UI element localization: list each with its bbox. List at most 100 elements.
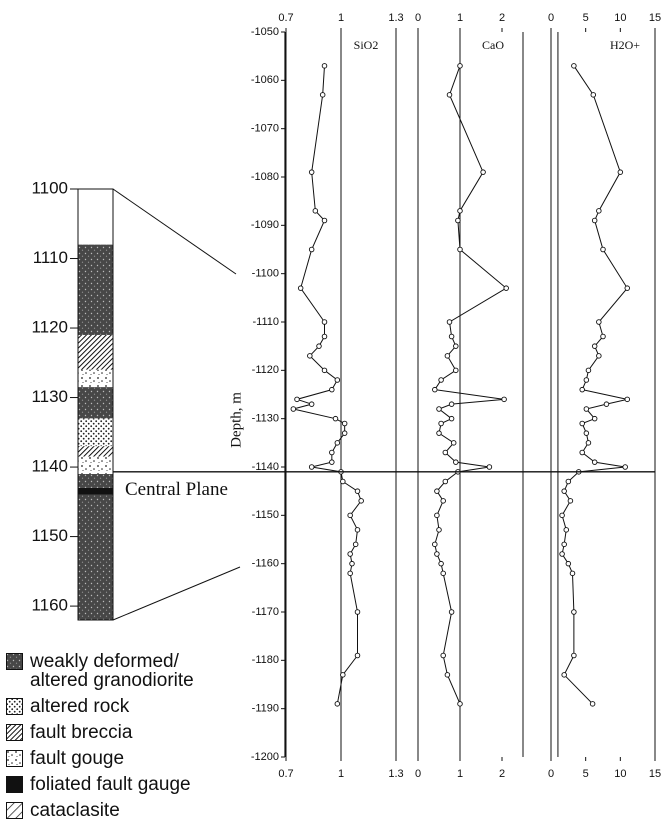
x-tick-label-top: 0.7 — [278, 12, 293, 24]
legend-item: altered rock — [6, 697, 230, 716]
data-point — [591, 343, 598, 349]
column-tick-label: 1120 — [31, 318, 68, 337]
data-point — [561, 672, 567, 678]
y-tick-label: -1060 — [251, 74, 279, 86]
data-point — [308, 401, 315, 407]
x-tick-label-top: 0 — [548, 12, 554, 24]
data-point — [591, 415, 598, 422]
legend-label: foliated fault gauge — [30, 774, 191, 795]
data-point — [341, 420, 348, 427]
legend-label: cataclasite — [30, 800, 120, 821]
lithology-layer — [78, 369, 113, 388]
data-point — [434, 551, 440, 557]
data-point — [448, 609, 455, 615]
data-point — [354, 609, 361, 615]
y-tick-label: -1090 — [251, 219, 279, 231]
data-point — [321, 333, 328, 340]
x-tick-label-bottom: 2 — [499, 768, 505, 780]
column-tick-label: 1100 — [31, 178, 68, 197]
lithology-layer — [78, 189, 113, 245]
legend-item: cataclasite — [6, 801, 230, 820]
y-axis-label: Depth, m — [228, 392, 244, 448]
data-point — [332, 415, 339, 422]
data-point — [453, 459, 459, 465]
data-point — [450, 440, 457, 446]
data-point — [347, 570, 353, 577]
legend-swatch — [6, 750, 23, 767]
x-tick-label-top: 1.3 — [388, 12, 403, 24]
data-point — [446, 92, 453, 98]
y-tick-label: -1070 — [251, 123, 279, 135]
data-point — [352, 541, 359, 548]
data-point — [316, 343, 322, 349]
data-point — [559, 512, 565, 519]
data-point — [561, 488, 567, 494]
x-tick-label-bottom: 10 — [614, 768, 626, 780]
data-point — [321, 319, 328, 325]
y-tick-label: -1190 — [252, 703, 279, 715]
data-point — [567, 498, 574, 504]
data-point — [624, 396, 631, 403]
data-point — [436, 430, 442, 436]
legend-item: fault gouge — [6, 749, 230, 768]
data-point — [585, 440, 592, 446]
data-point — [354, 652, 361, 659]
data-point — [444, 672, 451, 678]
x-tick-label-bottom: 1 — [338, 768, 344, 780]
connector-line — [112, 566, 241, 621]
data-point — [457, 63, 463, 69]
data-point — [585, 367, 592, 374]
data-point — [448, 415, 455, 422]
legend-label: fault gouge — [30, 748, 125, 769]
lithology-layer — [78, 474, 113, 488]
x-tick-label-bottom: 5 — [583, 768, 589, 780]
data-point — [440, 498, 446, 504]
x-tick-label-top: 1 — [457, 12, 463, 24]
profile-line — [293, 65, 362, 704]
x-tick-label-bottom: 1.3 — [388, 768, 403, 780]
data-point — [448, 333, 455, 340]
data-point — [596, 208, 602, 214]
lithology-layer — [78, 456, 113, 475]
data-point — [349, 560, 355, 567]
data-point — [501, 396, 507, 403]
legend-swatch — [6, 724, 23, 741]
x-tick-label-top: 0 — [415, 12, 421, 24]
data-point — [571, 652, 577, 659]
legend-label: weakly deformed/ altered granodiorite — [30, 651, 194, 691]
x-tick-label-bottom: 0 — [415, 768, 421, 780]
legend-item: foliated fault gauge — [6, 775, 230, 794]
central-plane-label: Central Plane — [125, 479, 228, 500]
data-point — [334, 440, 341, 446]
data-point — [624, 285, 631, 291]
legend: weakly deformed/ altered granodiorite alt… — [6, 652, 230, 820]
y-tick-label: -1100 — [252, 268, 279, 280]
data-point — [294, 396, 300, 403]
data-point — [571, 609, 577, 615]
data-point — [321, 217, 328, 224]
data-point — [603, 401, 610, 407]
legend-swatch — [6, 698, 23, 715]
column-tick-label: 1110 — [33, 248, 68, 267]
y-tick-label: -1200 — [251, 751, 279, 763]
data-point — [591, 217, 598, 224]
data-point — [354, 488, 361, 494]
data-point — [589, 701, 596, 707]
legend-swatch-fill — [6, 750, 23, 767]
data-point — [438, 377, 444, 383]
panel-title: CaO — [482, 38, 504, 52]
data-point — [297, 285, 304, 291]
data-point — [559, 551, 565, 557]
legend-swatch-fill — [6, 698, 23, 715]
lithology-layer — [78, 494, 113, 620]
data-point — [579, 420, 585, 427]
data-point — [354, 527, 361, 533]
profile-line — [433, 65, 508, 705]
x-tick-label-bottom: 0 — [548, 768, 554, 780]
data-point — [457, 208, 463, 214]
data-point — [444, 353, 451, 359]
column-tick-label: 1140 — [31, 457, 68, 476]
legend-label: altered rock — [30, 696, 130, 717]
data-point — [308, 464, 315, 470]
